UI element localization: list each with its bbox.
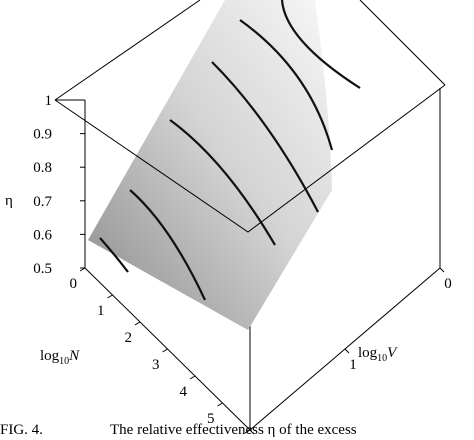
x-tick-label: 1 [97,303,105,319]
z-tick-label: 0.5 [33,261,52,277]
y-axis-label-sub: 10 [377,353,387,364]
x-axis-label-sub: 10 [59,356,69,367]
plot-box [54,0,446,431]
x-tick [107,294,113,299]
x-tick [162,348,168,353]
contour [169,119,276,246]
y-tick [344,348,350,354]
z-tick-label: 0.9 [33,127,52,143]
top-face [54,84,446,233]
y-tick [439,267,445,273]
x-tick [189,375,196,380]
contour [211,61,319,213]
contour [129,189,206,301]
caption-text: The relative effectiveness η of the exce… [110,422,357,438]
x-axis-label-var: N [68,348,80,364]
x-axis-label-base: log [40,348,60,364]
z-tick-label: 0.8 [33,160,52,176]
z-tick-label: 0.7 [33,194,52,210]
contour [280,0,361,89]
caption-label: FIG. 4. [0,422,43,438]
x-axis-label: log10N [40,348,80,367]
x-tick [217,402,223,407]
surface [88,0,332,330]
x-tick-label: 6 [235,438,243,440]
y-tick [249,429,255,435]
contour [239,19,334,151]
x-tick-label: 2 [125,330,133,346]
x-tick-label: 0 [70,276,78,292]
x-tick-label: 3 [152,357,160,373]
x-tick-label: 4 [180,384,188,400]
top-face [54,0,201,101]
y-tick-label: 1 [349,357,357,373]
top-face [359,0,446,86]
y-axis-label: log10V [358,345,398,364]
x-tick [134,321,141,326]
y-tick-label: 2 [254,438,262,440]
y-axis-label-base: log [358,345,378,361]
x-tick [79,267,86,272]
y-tick-label: 0 [444,276,452,292]
z-tick-label: 1 [45,93,53,109]
contour [99,237,129,273]
z-tick-label: 0.6 [33,227,52,243]
x-tick [244,429,251,434]
y-axis-label-var: V [387,345,398,361]
x-tick-label: 5 [207,411,215,427]
z-axis-label: η [5,193,13,209]
